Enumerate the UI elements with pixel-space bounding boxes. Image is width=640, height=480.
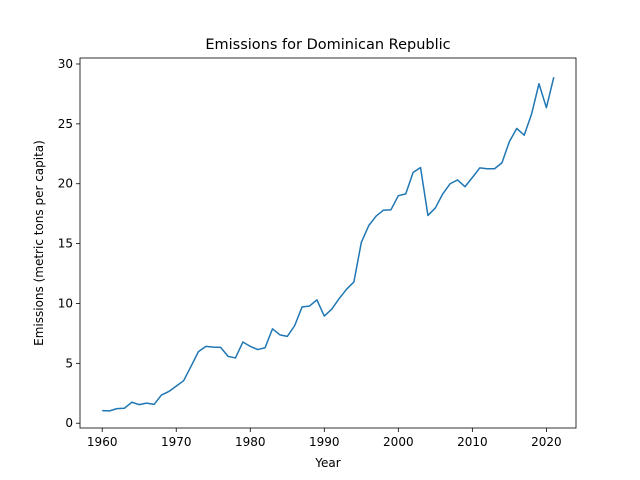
y-tick-label: 30 — [58, 57, 73, 71]
x-tick-label: 2000 — [383, 435, 414, 449]
x-tick-label: 1990 — [309, 435, 340, 449]
chart-title: Emissions for Dominican Republic — [205, 37, 450, 53]
plot-frame — [79, 57, 577, 429]
x-axis: 1960 1970 1980 1990 2000 2010 2020 — [87, 428, 562, 449]
x-tick-label: 1960 — [87, 435, 118, 449]
y-tick-label: 10 — [58, 296, 73, 310]
y-tick-label: 5 — [65, 356, 73, 370]
x-tick-label: 1980 — [235, 435, 266, 449]
plot-area — [80, 58, 576, 428]
data-points — [102, 77, 554, 411]
emissions-line — [102, 76, 555, 412]
y-tick-label: 25 — [58, 117, 73, 131]
y-axis-label: Emissions (metric tons per capita) — [32, 140, 46, 346]
y-axis: 0 5 10 15 20 25 30 — [58, 57, 80, 430]
y-tick-label: 15 — [58, 237, 73, 251]
y-tick-label: 20 — [58, 177, 73, 191]
x-tick-label: 1970 — [161, 435, 192, 449]
x-tick-label: 2010 — [457, 435, 488, 449]
x-tick-label: 2020 — [531, 435, 562, 449]
y-tick-label: 0 — [65, 416, 73, 430]
x-axis-label: Year — [314, 456, 340, 470]
